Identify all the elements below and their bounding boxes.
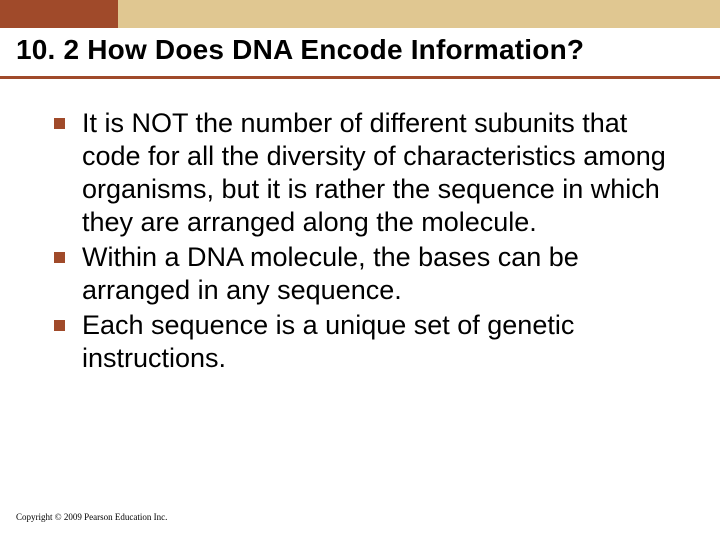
bullet-list: It is NOT the number of different subuni…	[48, 107, 672, 375]
title-region: 10. 2 How Does DNA Encode Information?	[0, 28, 720, 79]
bullet-text: Within a DNA molecule, the bases can be …	[82, 242, 579, 305]
bullet-text: Each sequence is a unique set of genetic…	[82, 310, 574, 373]
bullet-text: It is NOT the number of different subuni…	[82, 108, 666, 237]
bullet-item: It is NOT the number of different subuni…	[48, 107, 672, 239]
content-area: It is NOT the number of different subuni…	[0, 79, 720, 375]
copyright-text: Copyright © 2009 Pearson Education Inc.	[16, 512, 167, 522]
bullet-item: Each sequence is a unique set of genetic…	[48, 309, 672, 375]
square-bullet-icon	[54, 320, 65, 331]
square-bullet-icon	[54, 118, 65, 129]
slide-title: 10. 2 How Does DNA Encode Information?	[16, 34, 704, 66]
bullet-item: Within a DNA molecule, the bases can be …	[48, 241, 672, 307]
top-banner	[0, 0, 720, 28]
banner-accent-left	[0, 0, 118, 28]
banner-accent-right	[118, 0, 720, 28]
square-bullet-icon	[54, 252, 65, 263]
